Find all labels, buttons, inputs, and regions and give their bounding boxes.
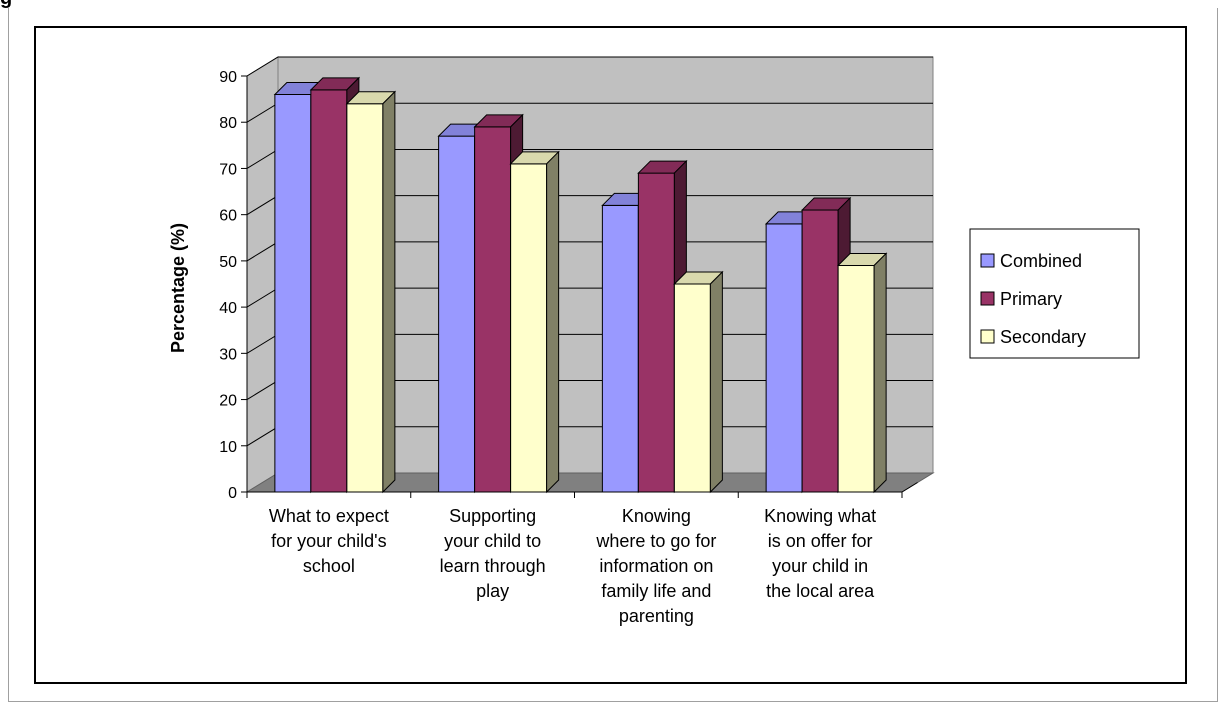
category-label-line: information on bbox=[599, 556, 713, 576]
bar-primary bbox=[637, 172, 675, 493]
y-tick-label: 0 bbox=[228, 485, 237, 502]
category-label-line: your child in bbox=[772, 556, 868, 576]
category-label-line: play bbox=[476, 581, 509, 601]
y-tick-label: 80 bbox=[219, 115, 237, 132]
bar-secondary bbox=[837, 265, 875, 493]
y-tick-label: 40 bbox=[219, 300, 237, 317]
bar-primary bbox=[801, 209, 839, 493]
legend: Combined Primary Secondary bbox=[969, 228, 1140, 359]
bars bbox=[273, 76, 888, 494]
category-label-line: Knowing bbox=[622, 506, 691, 526]
x-axis-end bbox=[901, 482, 918, 493]
bar-side-secondary bbox=[873, 252, 887, 494]
bar-side-secondary bbox=[382, 90, 396, 494]
category-label-line: What to expect bbox=[269, 506, 389, 526]
category-label-line: is on offer for bbox=[768, 531, 873, 551]
legend-label-secondary: Secondary bbox=[1000, 327, 1086, 347]
gridline bbox=[246, 56, 933, 77]
category-labels: What to expect for your child's school Supp… bbox=[269, 506, 876, 626]
bar-combined bbox=[274, 93, 312, 493]
y-tick-label: 20 bbox=[219, 393, 237, 410]
bar-secondary bbox=[346, 103, 384, 493]
category-label-line: for your child's bbox=[271, 531, 386, 551]
bar-primary bbox=[310, 89, 348, 493]
category-label-line: school bbox=[303, 556, 355, 576]
category-label-line: the local area bbox=[766, 581, 875, 601]
category-label: Supporting your child to learn through play bbox=[440, 506, 546, 601]
bar-side-secondary bbox=[709, 270, 723, 494]
bar-side-secondary bbox=[546, 150, 560, 494]
category-label-line: parenting bbox=[619, 606, 694, 626]
page-frame bbox=[8, 8, 1218, 702]
legend-swatch-primary bbox=[980, 291, 995, 306]
y-tick-label: 60 bbox=[219, 208, 237, 225]
y-tick-label: 10 bbox=[219, 439, 237, 456]
y-tick-label: 90 bbox=[219, 69, 237, 86]
category-label: Knowing where to go for information on fami… bbox=[595, 506, 716, 626]
y-tick-label: 30 bbox=[219, 346, 237, 363]
category-label-line: your child to bbox=[444, 531, 541, 551]
y-tick-label: 50 bbox=[219, 254, 237, 271]
category-label-line: Supporting bbox=[449, 506, 536, 526]
bar-secondary bbox=[510, 163, 548, 493]
category-label-line: family life and bbox=[601, 581, 711, 601]
bar-primary bbox=[474, 126, 512, 493]
y-axis-label: Percentage (%) bbox=[168, 223, 188, 353]
axes bbox=[246, 76, 918, 498]
bar-secondary bbox=[673, 283, 711, 493]
category-label-line: learn through bbox=[440, 556, 546, 576]
bar-combined bbox=[601, 204, 639, 493]
legend-label-combined: Combined bbox=[1000, 251, 1082, 271]
side-wall bbox=[246, 56, 279, 493]
category-label: Knowing what is on offer for your child in… bbox=[764, 506, 876, 601]
legend-box bbox=[969, 228, 1140, 359]
category-label-line: where to go for bbox=[595, 531, 716, 551]
page-title: g bbox=[0, 0, 12, 9]
legend-label-primary: Primary bbox=[1000, 289, 1062, 309]
y-tick-labels: 0 10 20 30 40 50 60 70 80 90 bbox=[219, 69, 247, 502]
legend-swatch-secondary bbox=[980, 329, 995, 344]
bar-combined bbox=[438, 135, 476, 493]
bar-combined bbox=[765, 223, 803, 493]
y-tick-label: 70 bbox=[219, 161, 237, 178]
category-label-line: Knowing what bbox=[764, 506, 876, 526]
legend-swatch-combined bbox=[980, 253, 995, 268]
category-label: What to expect for your child's school bbox=[269, 506, 389, 576]
